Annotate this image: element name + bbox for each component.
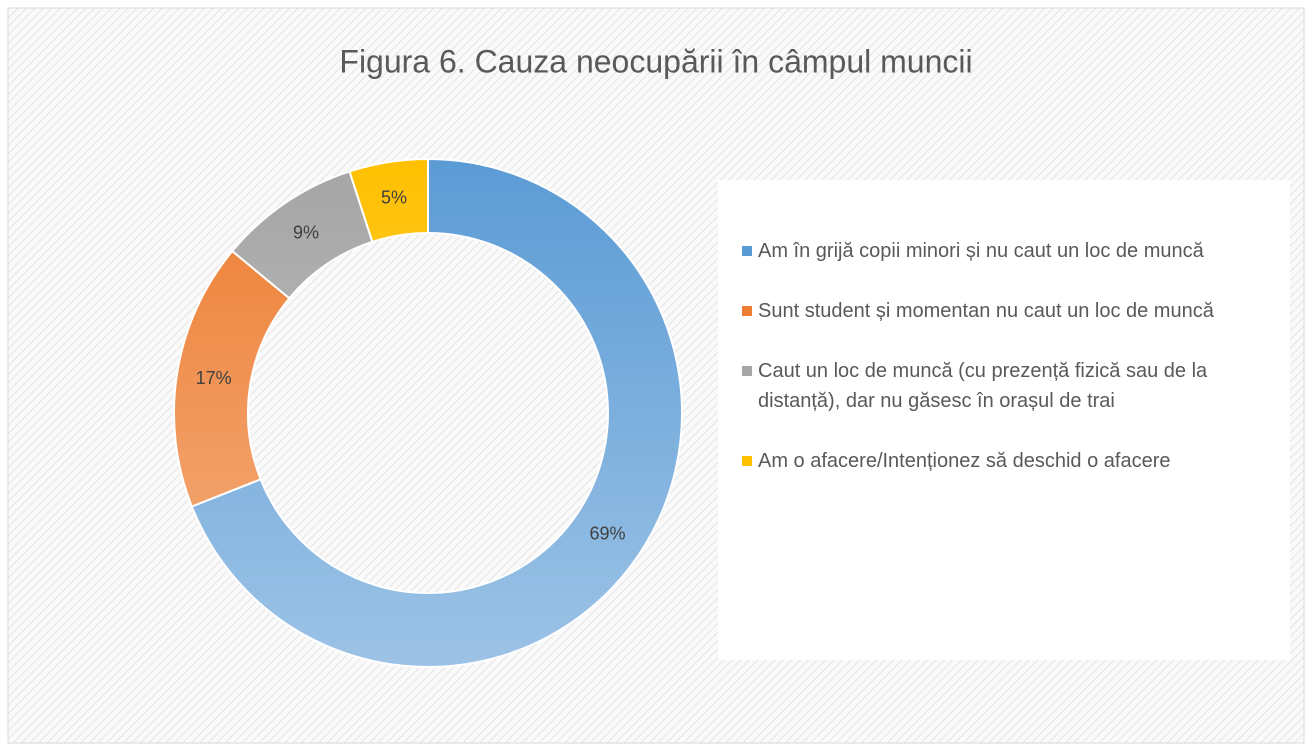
- data-label: 9%: [293, 222, 319, 242]
- legend: Am în grijă copii minori și nu caut un l…: [718, 180, 1290, 660]
- data-label: 17%: [196, 368, 232, 388]
- legend-item: Am o afacere/Intenționez să deschid o af…: [742, 446, 1270, 476]
- donut-slice: [190, 157, 683, 668]
- legend-swatch: [742, 456, 752, 466]
- legend-swatch: [742, 306, 752, 316]
- legend-label: Am o afacere/Intenționez să deschid o af…: [758, 450, 1171, 472]
- legend-swatch: [742, 246, 752, 256]
- legend-label: Am în grijă copii minori și nu caut un l…: [758, 240, 1204, 262]
- legend-item: Am în grijă copii minori și nu caut un l…: [742, 236, 1270, 266]
- legend-label: Sunt student și momentan nu caut un loc …: [758, 300, 1214, 322]
- donut-slice: [348, 157, 429, 244]
- data-label: 5%: [381, 187, 407, 207]
- legend-label: Caut un loc de muncă (cu prezență fizică…: [758, 360, 1208, 412]
- legend-swatch: [742, 366, 752, 376]
- legend-item: Caut un loc de muncă (cu prezență fizică…: [742, 356, 1270, 416]
- data-label: 69%: [589, 524, 625, 544]
- chart-title: Figura 6. Cauza neocupării în câmpul mun…: [339, 43, 972, 79]
- legend-item: Sunt student și momentan nu caut un loc …: [742, 296, 1270, 326]
